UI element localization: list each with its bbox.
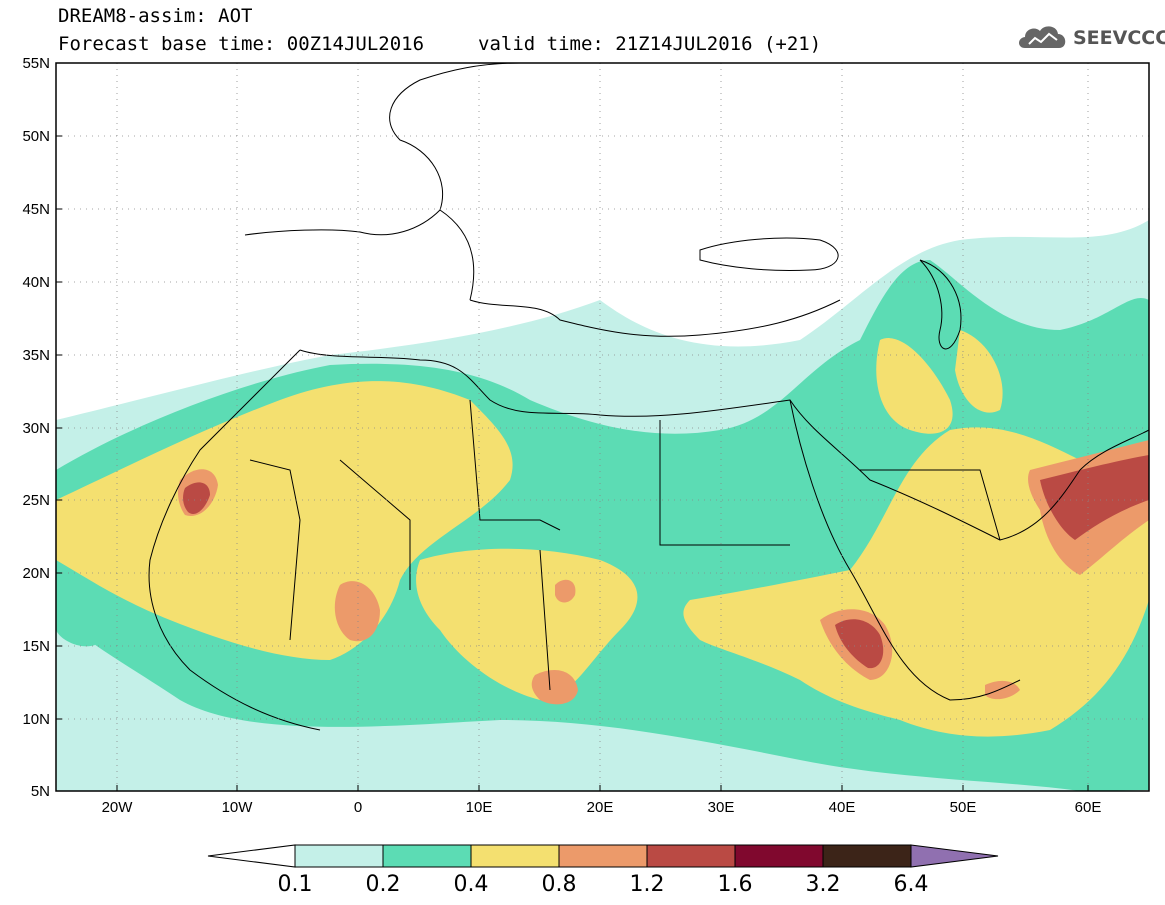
colorbar-label: 0.4: [453, 872, 489, 897]
colorbar-label: 6.4: [893, 872, 929, 897]
colorbar-upper-arrow: [910, 844, 999, 868]
aot-band-0.8-chad2: [555, 579, 576, 603]
aot-band-0.8-mali: [334, 581, 380, 642]
aot-band-0.4-central: [416, 548, 638, 700]
map-frame: [55, 62, 1150, 792]
colorbar-label: 0.1: [277, 872, 313, 897]
coastline-blacksea: [699, 237, 839, 272]
colorbar-lower-arrow: [207, 844, 296, 868]
map-title: DREAM8-assim: AOT: [58, 5, 253, 27]
lat-label: 40N: [22, 274, 50, 291]
aot-band-0.4-west: [56, 381, 513, 660]
aot-band-0.4-iran: [955, 330, 1003, 413]
aot-band-0.8-oman: [985, 680, 1020, 700]
aot-band-0.4-westcoast: [56, 600, 95, 647]
border-lines: [249, 399, 1001, 691]
colorbar-segment: [382, 844, 472, 868]
colorbar-segment: [558, 844, 648, 868]
colorbar-label: 3.2: [805, 872, 841, 897]
aot-band-0.4-east: [683, 427, 1149, 737]
valid-time: valid time: 21Z14JUL2016 (+21): [478, 33, 822, 55]
aot-band-0.8-chad: [531, 670, 578, 705]
aot-band-1.2-wsahara: [183, 482, 210, 515]
lat-label: 30N: [22, 420, 50, 437]
lon-label: 60E: [1075, 799, 1102, 816]
base-time: Forecast base time: 00Z14JUL2016: [58, 33, 425, 55]
lat-label: 55N: [22, 55, 50, 72]
lat-label: 5N: [31, 783, 50, 800]
lon-label: 10W: [222, 799, 254, 816]
colorbar: [207, 844, 999, 868]
lat-label: 20N: [22, 565, 50, 582]
lon-label: 40E: [829, 799, 856, 816]
aot-band-1.2-gulf: [1040, 455, 1149, 540]
colorbar-label: 0.2: [365, 872, 401, 897]
cloud-icon: [1019, 26, 1066, 48]
lon-label: 0: [354, 799, 362, 816]
colorbar-label: 1.6: [717, 872, 753, 897]
lon-label: 50E: [950, 799, 977, 816]
lon-label: 20E: [587, 799, 614, 816]
coastline-africa: [148, 349, 1021, 731]
colorbar-segment: [646, 844, 736, 868]
lat-label: 35N: [22, 347, 50, 364]
lat-label: 45N: [22, 201, 50, 218]
lat-label: 25N: [22, 492, 50, 509]
lat-label: 10N: [22, 711, 50, 728]
colorbar-segment: [294, 844, 384, 868]
colorbar-label: 0.8: [541, 872, 577, 897]
colorbar-segment: [822, 844, 912, 868]
logo-text: SEEVCCC: [1073, 27, 1165, 49]
aot-band-1.2-redsea: [835, 619, 884, 669]
lat-label: 50N: [22, 128, 50, 145]
aot-band-0.4-caspian: [876, 338, 953, 434]
coastline-europe: [244, 63, 841, 337]
lon-label: 20W: [102, 799, 134, 816]
lat-label: 15N: [22, 638, 50, 655]
lon-label: 30E: [708, 799, 735, 816]
colorbar-segment: [470, 844, 560, 868]
seevccc-logo: SEEVCCC: [1015, 20, 1165, 56]
colorbar-label: 1.2: [629, 872, 665, 897]
coastline-caspian: [919, 259, 962, 350]
lon-label: 10E: [466, 799, 493, 816]
colorbar-segment: [734, 844, 824, 868]
